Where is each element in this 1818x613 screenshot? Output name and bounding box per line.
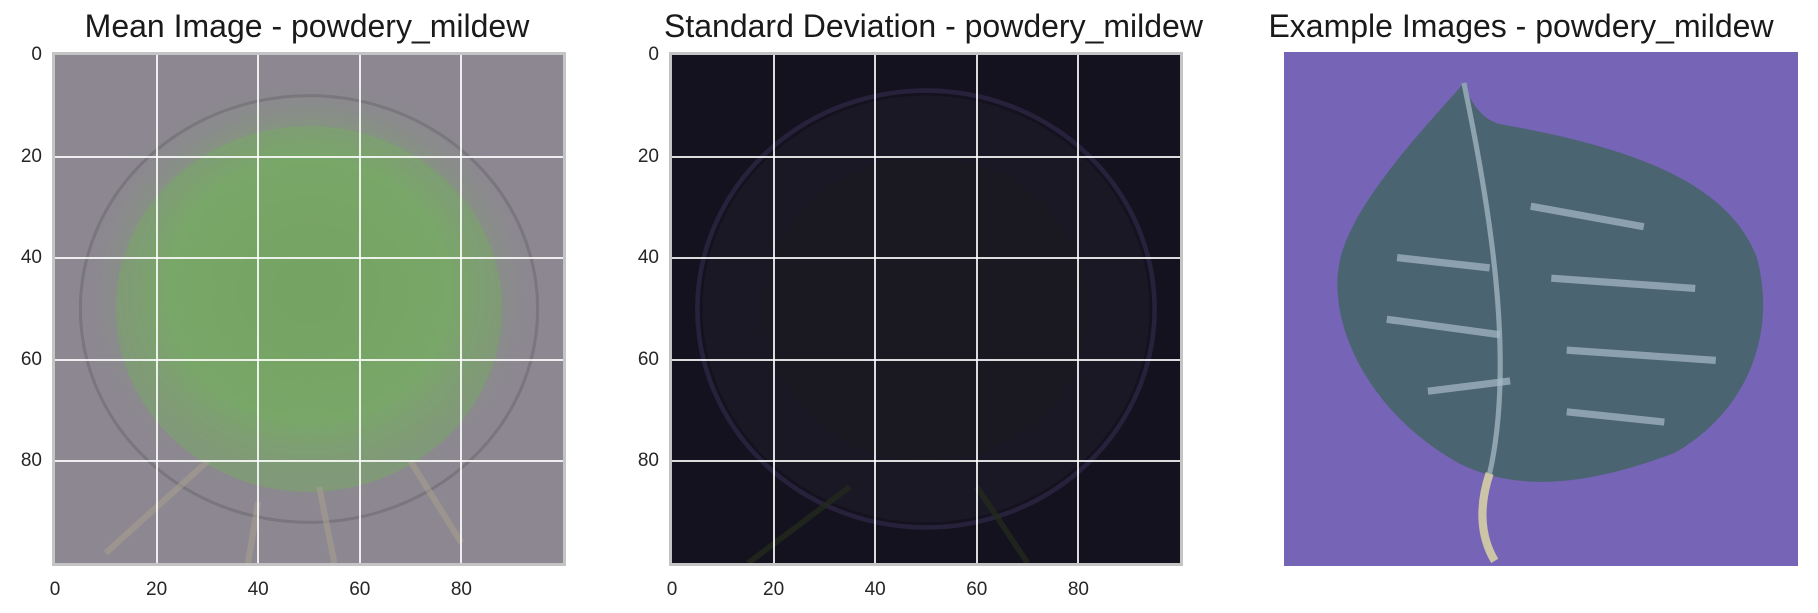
x-tick-label: 40 — [864, 579, 886, 600]
y-tick-label: 0 — [31, 44, 42, 65]
x-tick-label: 80 — [450, 579, 472, 600]
example-image-picture — [1284, 52, 1798, 566]
gridline-x — [460, 55, 463, 563]
mean-image-panel: Mean Image - powdery_mildew 0 20 40 60 80 0 20… — [0, 0, 570, 613]
x-tick-label: 60 — [349, 579, 371, 600]
example-image-axes — [1284, 52, 1798, 566]
gridline-x — [874, 55, 877, 563]
gridline-y — [672, 358, 1180, 361]
gridline-x — [1077, 55, 1080, 563]
y-tick-label: 0 — [648, 44, 659, 65]
gridline-y — [55, 257, 563, 260]
gridline-x — [975, 55, 978, 563]
gridline-y — [55, 358, 563, 361]
y-tick-label: 40 — [637, 247, 659, 269]
gridline-y — [55, 155, 563, 158]
y-tick-label: 20 — [637, 145, 659, 167]
x-tick-label: 20 — [146, 579, 168, 600]
std-image-axes — [669, 52, 1183, 566]
gridline-x — [155, 55, 158, 563]
example-image-panel: Example Images - powdery_mildew — [1260, 0, 1818, 613]
x-tick-label: 0 — [666, 579, 678, 600]
x-tick-label: 60 — [966, 579, 988, 600]
y-tick-label: 60 — [637, 348, 659, 370]
std-image-panel: Standard Deviation - powdery_mildew 0 20 4… — [600, 0, 1203, 613]
mean-image-title: Mean Image - powdery_mildew — [84, 8, 530, 44]
x-tick-label: 0 — [49, 579, 61, 600]
mean-image-axes — [52, 52, 566, 566]
gridline-y — [672, 257, 1180, 260]
x-tick-label: 80 — [1067, 579, 1089, 600]
y-tick-label: 60 — [20, 348, 42, 370]
gridline-y — [55, 460, 563, 463]
std-image-picture — [672, 55, 1180, 563]
example-image-title: Example Images - powdery_mildew — [1268, 8, 1774, 44]
y-tick-label: 40 — [20, 247, 42, 269]
x-tick-label: 20 — [763, 579, 785, 600]
gridline-x — [772, 55, 775, 563]
gridline-x — [257, 55, 260, 563]
std-image-title: Standard Deviation - powdery_mildew — [664, 8, 1203, 44]
x-tick-label: 40 — [247, 579, 269, 600]
gridline-x — [358, 55, 361, 563]
mean-image-picture — [55, 55, 563, 563]
y-tick-label: 20 — [20, 145, 42, 167]
gridline-y — [672, 460, 1180, 463]
gridline-y — [672, 155, 1180, 158]
y-tick-label: 80 — [20, 450, 42, 472]
y-tick-label: 80 — [637, 450, 659, 472]
